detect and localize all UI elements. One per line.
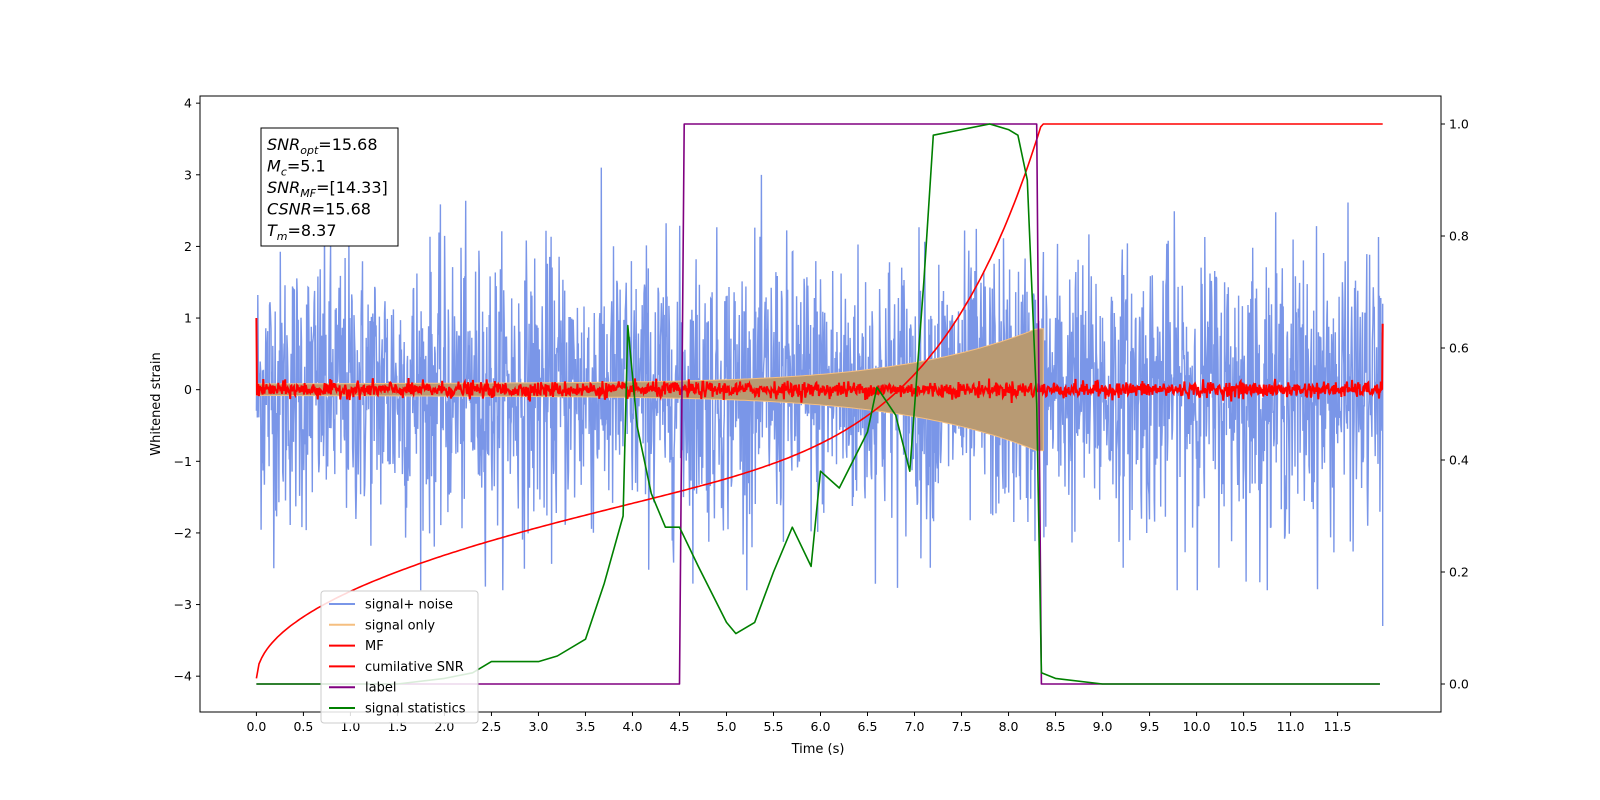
x-tick-label: 9.0 bbox=[1093, 719, 1113, 734]
y-left-tick-label: −4 bbox=[174, 669, 192, 684]
x-tick-label: 7.0 bbox=[905, 719, 925, 734]
x-tick-label: 0.5 bbox=[293, 719, 313, 734]
annotation-frame bbox=[260, 127, 399, 247]
legend-frame bbox=[320, 590, 479, 724]
x-tick-label: 8.0 bbox=[999, 719, 1019, 734]
y-right-tick-label: 0.8 bbox=[1449, 229, 1469, 244]
x-tick-label: 3.5 bbox=[576, 719, 596, 734]
y-right-tick-label: 0.4 bbox=[1449, 453, 1469, 468]
legend-label: cumilative SNR bbox=[365, 660, 464, 675]
y-left-tick-label: −1 bbox=[174, 454, 192, 469]
legend-label: signal+ noise bbox=[365, 598, 453, 613]
y-axis-left: 4 3 2 1 0 −1 −2 −3 −4 bbox=[174, 96, 200, 684]
x-tick-label: 5.0 bbox=[717, 719, 737, 734]
legend-label: signal statistics bbox=[365, 702, 466, 717]
y-left-tick-label: −3 bbox=[174, 597, 192, 612]
x-axis: 0.0 0.5 1.0 1.5 2.0 2.5 3.0 3.5 4.0 4.5 5.0 5.5 6.0 6… bbox=[246, 712, 1352, 734]
series-mf bbox=[255, 317, 1384, 404]
annotation-line: SNRopt=15.68 bbox=[267, 135, 378, 157]
x-tick-label: 0.0 bbox=[246, 719, 266, 734]
annotation-line: Tm=8.37 bbox=[267, 221, 337, 243]
y-right-tick-label: 0.6 bbox=[1449, 341, 1469, 356]
x-tick-label: 6.5 bbox=[858, 719, 878, 734]
x-tick-label: 4.0 bbox=[623, 719, 643, 734]
annotation-line: SNRMF=[14.33] bbox=[267, 178, 388, 200]
annotation-box: SNRopt=15.68Mc=5.1SNRMF=[14.33]CSNR=15.6… bbox=[260, 127, 399, 247]
y-left-tick-label: −2 bbox=[174, 525, 192, 540]
annotation-line: CSNR=15.68 bbox=[267, 200, 371, 219]
legend: signal+ noise signal only MF cumilative SNR… bbox=[320, 590, 479, 724]
y-left-tick-label: 1 bbox=[184, 311, 192, 326]
y-left-tick-label: 2 bbox=[184, 239, 192, 254]
x-tick-label: 2.5 bbox=[482, 719, 502, 734]
x-axis-label: Time (s) bbox=[791, 742, 845, 757]
x-tick-label: 10.5 bbox=[1230, 719, 1258, 734]
x-tick-label: 6.0 bbox=[811, 719, 831, 734]
y-right-tick-label: 1.0 bbox=[1449, 117, 1469, 132]
x-tick-label: 3.0 bbox=[529, 719, 549, 734]
x-tick-label: 9.5 bbox=[1140, 719, 1160, 734]
y-left-tick-label: 3 bbox=[184, 167, 192, 182]
x-tick-label: 5.5 bbox=[764, 719, 784, 734]
annotation-line: Mc=5.1 bbox=[267, 157, 326, 179]
y-left-tick-label: 4 bbox=[184, 96, 192, 111]
plot-area bbox=[255, 123, 1384, 685]
x-tick-label: 7.5 bbox=[952, 719, 972, 734]
legend-label: signal only bbox=[365, 618, 435, 633]
legend-label: MF bbox=[365, 639, 384, 654]
x-tick-label: 10.0 bbox=[1183, 719, 1211, 734]
legend-label: label bbox=[365, 681, 396, 696]
y-axis-right: 1.0 0.8 0.6 0.4 0.2 0.0 bbox=[1441, 117, 1469, 692]
series-cumulative-snr bbox=[255, 123, 1383, 679]
x-tick-label: 11.0 bbox=[1277, 719, 1305, 734]
x-tick-label: 11.5 bbox=[1324, 719, 1352, 734]
y-right-tick-label: 0.0 bbox=[1449, 677, 1469, 692]
x-tick-label: 4.5 bbox=[670, 719, 690, 734]
y-left-tick-label: 0 bbox=[184, 382, 192, 397]
series-signal-statistics bbox=[256, 123, 1380, 685]
y-right-tick-label: 0.2 bbox=[1449, 565, 1469, 580]
x-tick-label: 8.5 bbox=[1046, 719, 1066, 734]
y-axis-label: Whitened strain bbox=[149, 352, 164, 455]
